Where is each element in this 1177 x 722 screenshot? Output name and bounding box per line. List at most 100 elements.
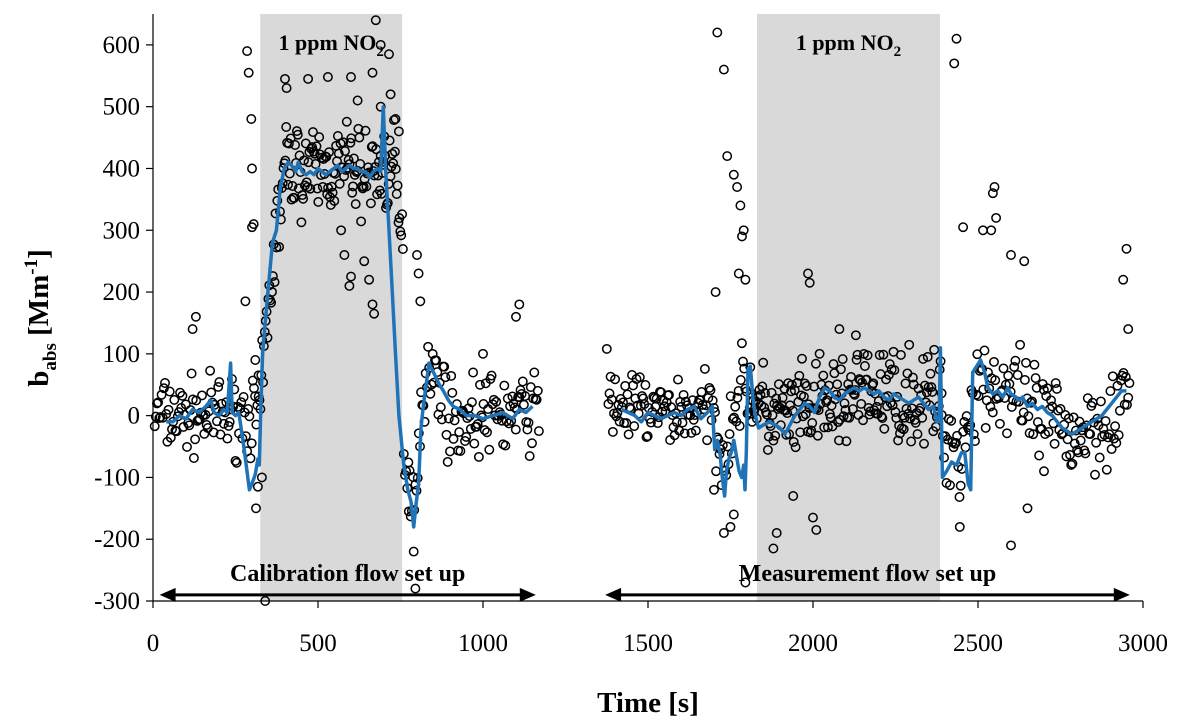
scatter-point — [710, 287, 721, 298]
scatter-point — [252, 481, 263, 492]
scatter-point — [348, 153, 359, 164]
scatter-point — [788, 436, 799, 447]
scatter-point — [702, 435, 713, 446]
scatter-point — [213, 381, 224, 392]
scatter-point — [901, 403, 912, 414]
scatter-point — [334, 178, 345, 189]
scatter-point — [312, 183, 323, 194]
scatter-point — [771, 528, 782, 538]
scatter-point — [790, 442, 801, 453]
scatter-point — [442, 456, 453, 467]
scatter-point — [236, 397, 247, 408]
scatter-point — [1063, 413, 1074, 424]
scatter-point — [1029, 359, 1040, 370]
scatter-point — [1023, 411, 1034, 422]
scatter-point — [354, 132, 365, 143]
scatter-point — [722, 151, 733, 162]
scatter-point — [274, 241, 285, 252]
scatter-point — [834, 435, 844, 446]
scatter-point — [898, 424, 909, 435]
scatter-point — [356, 216, 367, 227]
scatter-point — [1075, 435, 1086, 446]
scatter-point — [478, 399, 489, 409]
scatter-point — [339, 250, 350, 260]
scatter-point — [214, 377, 225, 388]
scatter-point — [390, 164, 401, 174]
scatter-point — [346, 271, 356, 282]
scatter-point — [431, 355, 442, 366]
scatter-point — [329, 195, 340, 206]
scatter-point — [795, 427, 806, 438]
scatter-point — [1062, 434, 1073, 445]
scatter-point — [985, 401, 996, 412]
scatter-point — [812, 430, 823, 441]
scatter-point — [190, 311, 201, 322]
scatter-point — [738, 356, 748, 367]
scatter-point — [955, 480, 966, 491]
scatter-point — [850, 330, 861, 341]
x-tick-label: 2000 — [788, 630, 838, 657]
scatter-point — [393, 217, 404, 228]
scatter-point — [1042, 383, 1053, 394]
scatter-point — [375, 39, 386, 50]
scatter-point — [397, 209, 408, 220]
scatter-point — [806, 425, 817, 436]
scatter-point — [484, 444, 495, 455]
shaded-region — [756, 14, 941, 601]
scatter-point — [517, 376, 528, 387]
scatter-point — [711, 466, 722, 477]
scatter-point — [793, 396, 804, 407]
scatter-point — [990, 375, 1001, 386]
scatter-point — [777, 392, 788, 403]
scatter-point — [841, 436, 852, 447]
scatter-point — [184, 420, 195, 431]
scatter-point — [862, 350, 873, 361]
scatter-point — [388, 158, 399, 169]
scatter-point — [756, 400, 767, 411]
scatter-point — [486, 370, 497, 381]
scatter-point — [364, 274, 375, 285]
scatter-point — [311, 141, 322, 152]
scatter-point — [303, 157, 314, 168]
scatter-point — [460, 436, 470, 446]
scatter-point — [696, 387, 707, 397]
scatter-point — [735, 200, 746, 211]
scatter-point — [989, 182, 1000, 192]
scatter-point — [283, 138, 294, 149]
scatter-point — [322, 72, 333, 82]
scatter-point — [832, 379, 843, 390]
scatter-point — [943, 414, 954, 425]
scatter-point — [609, 408, 619, 419]
scatter-point — [818, 370, 829, 381]
scatter-point — [893, 435, 904, 446]
scatter-point — [834, 324, 845, 335]
scatter-point — [1012, 370, 1023, 380]
scatter-point — [1046, 395, 1056, 406]
scatter-point — [690, 425, 701, 436]
scatter-point — [725, 391, 736, 402]
y-tick-label: -300 — [94, 588, 140, 615]
scatter-point — [224, 417, 235, 427]
scatter-point — [447, 387, 458, 398]
scatter-point — [410, 583, 421, 594]
scatter-point — [852, 349, 863, 360]
line-series — [166, 104, 1127, 529]
scatter-point — [674, 425, 685, 436]
shaded-region — [260, 14, 403, 601]
scatter-point — [1030, 373, 1041, 384]
scatter-point — [926, 382, 937, 393]
scatter-point — [385, 89, 396, 100]
scatter-point — [991, 212, 1002, 223]
scatter-point — [858, 415, 868, 426]
scatter-point — [811, 524, 822, 535]
scatter-point — [231, 457, 242, 468]
scatter-point — [341, 116, 352, 127]
scatter-point — [1124, 378, 1135, 389]
scatter-point — [678, 389, 689, 400]
scatter-point — [208, 427, 219, 438]
scatter-point — [844, 412, 855, 423]
scatter-point — [1021, 357, 1031, 368]
scatter-point — [1069, 438, 1080, 449]
scatter-point — [465, 423, 476, 434]
scatter-point — [384, 49, 394, 60]
